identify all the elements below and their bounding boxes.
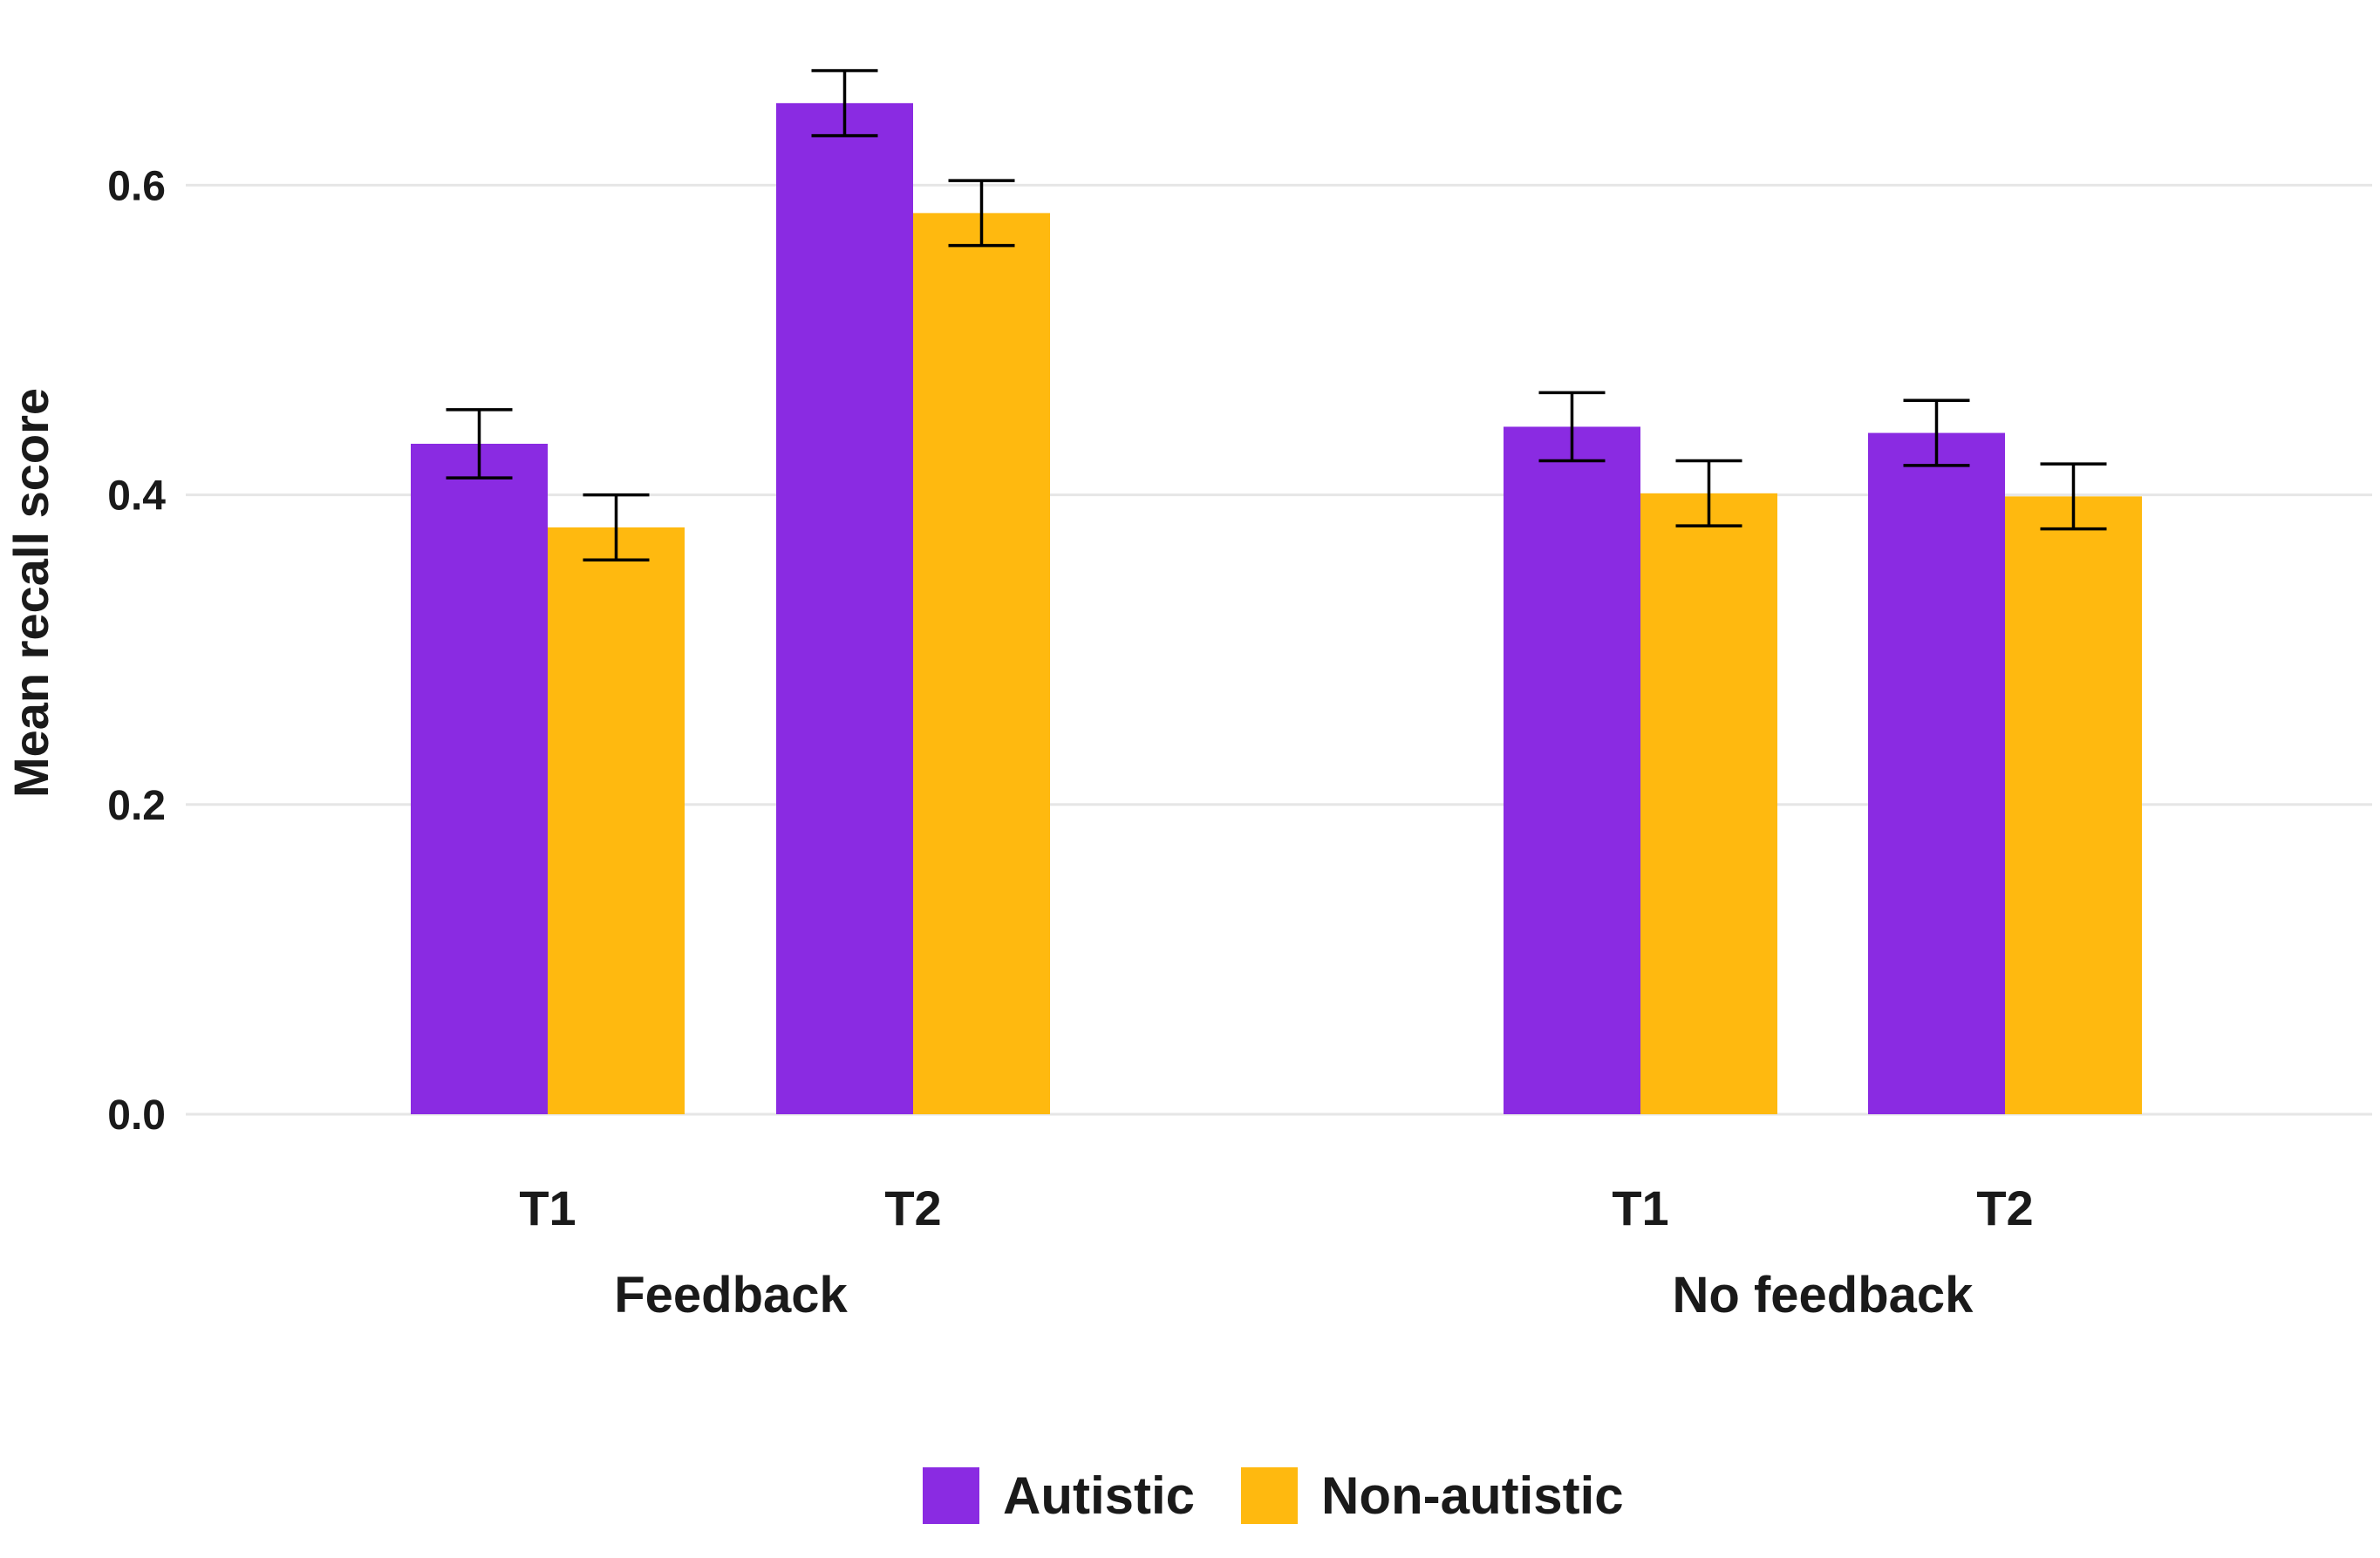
bar-non-autistic-no-feedback-t1	[1640, 493, 1777, 1114]
bar-non-autistic-feedback-t1	[548, 527, 685, 1114]
legend-label: Non-autistic	[1321, 1466, 1624, 1525]
bar-autistic-feedback-t1	[411, 443, 548, 1114]
bar-autistic-no-feedback-t2	[1868, 432, 2005, 1114]
legend-label: Autistic	[1003, 1466, 1195, 1525]
error-bar	[583, 493, 650, 561]
error-bar	[1903, 398, 1970, 467]
bars	[411, 103, 2142, 1115]
error-bar	[1675, 459, 1742, 527]
error-bars	[446, 69, 2107, 561]
group-labels: Feedback No feedback	[614, 1267, 1974, 1323]
x-axis-ticks: T1 T2 T1 T2	[519, 1180, 2033, 1235]
bar-autistic-feedback-t2	[776, 103, 913, 1115]
error-bar	[2040, 462, 2107, 531]
bar-autistic-no-feedback-t1	[1504, 426, 1640, 1114]
error-bar	[811, 69, 878, 138]
x-tick-label: T2	[1976, 1180, 2033, 1235]
error-bar	[446, 408, 513, 480]
x-tick-label: T1	[519, 1180, 576, 1235]
legend-swatch	[1241, 1467, 1298, 1524]
y-axis-title: Mean recall score	[3, 388, 58, 798]
legend-swatch	[923, 1467, 979, 1524]
bar-non-autistic-no-feedback-t2	[2005, 496, 2142, 1114]
x-tick-label: T1	[1612, 1180, 1668, 1235]
error-bar	[1538, 391, 1606, 463]
y-axis-ticks: 0.0 0.2 0.4 0.6	[107, 163, 166, 1139]
y-tick-label: 0.0	[107, 1092, 166, 1139]
bar-non-autistic-feedback-t2	[913, 213, 1050, 1114]
y-tick-label: 0.2	[107, 783, 166, 829]
y-tick-label: 0.6	[107, 163, 166, 209]
x-tick-label: T2	[884, 1180, 941, 1235]
legend: Autistic Non-autistic	[923, 1466, 1624, 1525]
group-label: Feedback	[614, 1267, 848, 1323]
group-label: No feedback	[1673, 1267, 1974, 1323]
y-tick-label: 0.4	[107, 473, 166, 520]
error-bar	[948, 179, 1015, 248]
